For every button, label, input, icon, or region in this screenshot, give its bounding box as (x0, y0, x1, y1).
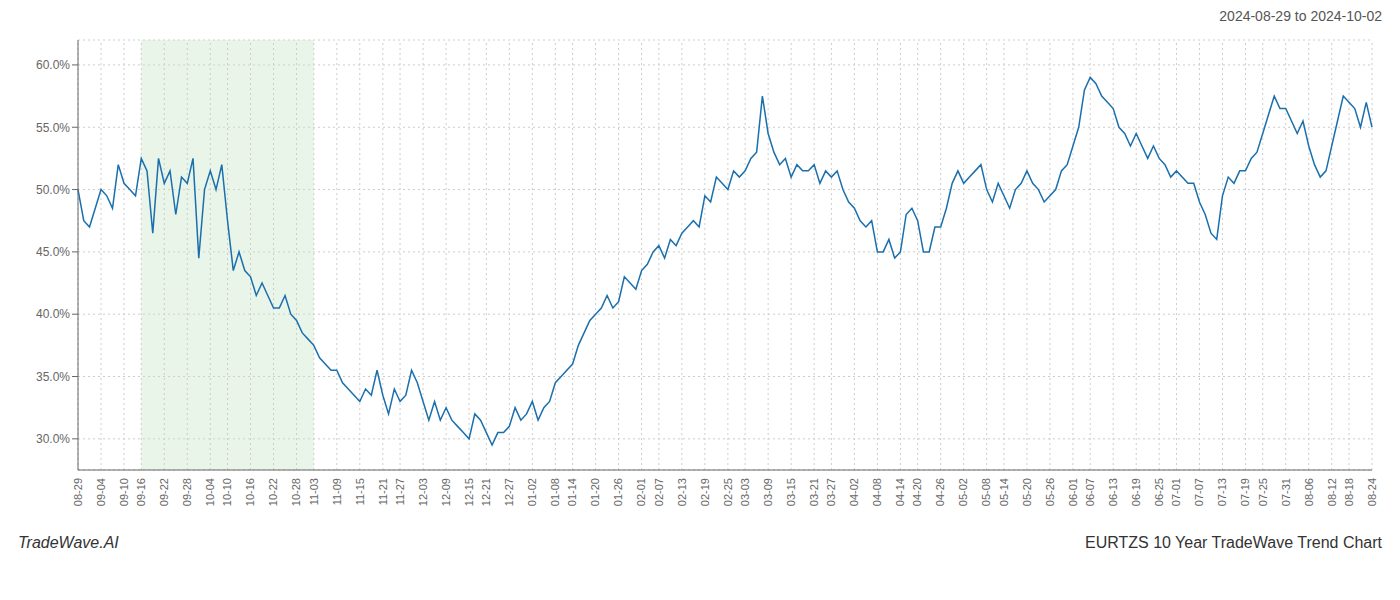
svg-text:05-02: 05-02 (957, 478, 969, 506)
svg-text:10-16: 10-16 (244, 478, 256, 506)
svg-text:09-22: 09-22 (158, 478, 170, 506)
svg-text:03-09: 03-09 (762, 478, 774, 506)
svg-text:04-02: 04-02 (848, 478, 860, 506)
svg-text:11-09: 11-09 (331, 478, 343, 505)
svg-text:08-29: 08-29 (72, 478, 84, 506)
svg-text:06-25: 06-25 (1153, 478, 1165, 506)
svg-text:11-15: 11-15 (354, 478, 366, 505)
svg-text:08-12: 08-12 (1326, 478, 1338, 506)
svg-text:55.0%: 55.0% (36, 121, 70, 135)
svg-text:01-26: 01-26 (612, 478, 624, 506)
svg-text:02-25: 02-25 (722, 478, 734, 506)
svg-text:60.0%: 60.0% (36, 58, 70, 72)
svg-text:03-21: 03-21 (808, 478, 820, 506)
svg-text:09-16: 09-16 (135, 478, 147, 506)
svg-text:09-10: 09-10 (118, 478, 130, 506)
svg-text:35.0%: 35.0% (36, 370, 70, 384)
svg-text:12-21: 12-21 (480, 478, 492, 506)
svg-text:05-26: 05-26 (1044, 478, 1056, 506)
svg-text:08-06: 08-06 (1303, 478, 1315, 506)
svg-text:05-14: 05-14 (998, 478, 1010, 506)
svg-text:02-13: 02-13 (676, 478, 688, 506)
svg-text:10-28: 10-28 (290, 478, 302, 506)
svg-text:11-21: 11-21 (377, 478, 389, 505)
svg-text:50.0%: 50.0% (36, 183, 70, 197)
svg-text:01-08: 01-08 (549, 478, 561, 506)
svg-text:12-27: 12-27 (503, 478, 515, 506)
svg-text:08-24: 08-24 (1366, 478, 1378, 506)
svg-text:04-20: 04-20 (911, 478, 923, 506)
svg-text:07-19: 07-19 (1239, 478, 1251, 506)
svg-text:10-22: 10-22 (267, 478, 279, 506)
svg-text:04-26: 04-26 (934, 478, 946, 506)
svg-text:07-07: 07-07 (1193, 478, 1205, 506)
svg-text:07-01: 07-01 (1170, 478, 1182, 506)
svg-text:07-13: 07-13 (1216, 478, 1228, 506)
svg-text:03-03: 03-03 (739, 478, 751, 506)
svg-text:04-08: 04-08 (871, 478, 883, 506)
svg-text:40.0%: 40.0% (36, 307, 70, 321)
html-text:TradeWave.AI: TradeWave.AI (18, 534, 119, 551)
svg-text:12-03: 12-03 (417, 478, 429, 506)
svg-text:01-02: 01-02 (526, 478, 538, 506)
svg-text:07-25: 07-25 (1257, 478, 1269, 506)
svg-text:03-27: 03-27 (825, 478, 837, 506)
svg-text:06-19: 06-19 (1130, 478, 1142, 506)
svg-text:04-14: 04-14 (894, 478, 906, 506)
svg-text:02-07: 02-07 (653, 478, 665, 506)
svg-text:09-04: 09-04 (95, 478, 107, 506)
svg-text:08-18: 08-18 (1343, 478, 1355, 506)
svg-text:11-03: 11-03 (308, 478, 320, 505)
svg-text:30.0%: 30.0% (36, 432, 70, 446)
html-text:2024-08-29 to 2024-10-02: 2024-08-29 to 2024-10-02 (1219, 8, 1382, 24)
svg-text:07-31: 07-31 (1280, 478, 1292, 506)
svg-text:06-13: 06-13 (1107, 478, 1119, 506)
svg-text:03-15: 03-15 (785, 478, 797, 506)
svg-text:06-01: 06-01 (1067, 478, 1079, 506)
html-text:EURTZS 10 Year TradeWave Trend: EURTZS 10 Year TradeWave Trend Chart (1085, 534, 1382, 551)
svg-text:10-10: 10-10 (221, 478, 233, 506)
svg-text:05-08: 05-08 (980, 478, 992, 506)
svg-text:01-20: 01-20 (589, 478, 601, 506)
svg-text:02-01: 02-01 (635, 478, 647, 506)
svg-text:10-04: 10-04 (204, 478, 216, 506)
svg-text:09-28: 09-28 (181, 478, 193, 506)
svg-text:01-14: 01-14 (566, 478, 578, 506)
svg-text:11-27: 11-27 (394, 478, 406, 505)
svg-text:05-20: 05-20 (1021, 478, 1033, 506)
svg-text:12-09: 12-09 (440, 478, 452, 506)
svg-text:12-15: 12-15 (463, 478, 475, 506)
svg-text:06-07: 06-07 (1084, 478, 1096, 506)
svg-text:45.0%: 45.0% (36, 245, 70, 259)
svg-text:02-19: 02-19 (699, 478, 711, 506)
